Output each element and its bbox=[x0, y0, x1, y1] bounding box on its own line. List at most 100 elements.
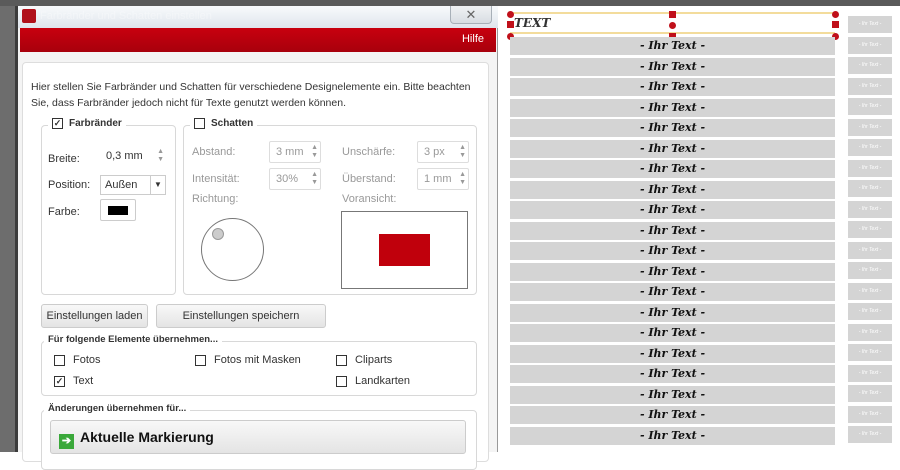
resize-handle[interactable] bbox=[507, 21, 514, 28]
text-row[interactable]: - Ihr Text - bbox=[510, 303, 835, 322]
apply-button-label: Aktuelle Markierung bbox=[80, 429, 214, 445]
shadow-label: Schatten bbox=[211, 118, 254, 129]
mini-text-box[interactable]: - Ihr Text - bbox=[848, 426, 892, 443]
text-row[interactable]: - Ihr Text - bbox=[510, 344, 835, 363]
checkbox-fotos-mit-masken[interactable]: Fotos mit Masken bbox=[195, 354, 301, 366]
blur-input[interactable]: 3 px ▲ ▼ bbox=[417, 141, 469, 163]
position-select[interactable]: Außen ▼ bbox=[100, 175, 166, 195]
resize-handle[interactable] bbox=[832, 21, 839, 28]
text-row[interactable]: - Ihr Text - bbox=[510, 160, 835, 178]
app-icon bbox=[22, 9, 36, 23]
color-label: Farbe: bbox=[48, 206, 80, 218]
direction-dial[interactable] bbox=[201, 218, 264, 281]
mini-text-box[interactable]: - Ihr Text - bbox=[848, 262, 892, 279]
arrow-right-icon: ➔ bbox=[59, 434, 74, 449]
preview-label: Voransicht: bbox=[342, 193, 397, 205]
overhang-label: Überstand: bbox=[342, 173, 396, 185]
resize-handle[interactable] bbox=[669, 11, 676, 18]
resize-handle[interactable] bbox=[507, 11, 514, 18]
text-row[interactable]: - Ihr Text - bbox=[510, 78, 835, 96]
text-row[interactable]: - Ihr Text - bbox=[510, 385, 835, 404]
mini-text-box[interactable]: - Ihr Text - bbox=[848, 303, 892, 320]
mini-text-box[interactable]: - Ihr Text - bbox=[848, 241, 892, 259]
resize-handle[interactable] bbox=[669, 22, 676, 29]
intensity-label: Intensität: bbox=[192, 173, 240, 185]
spin-arrows-icon[interactable]: ▲ ▼ bbox=[157, 148, 164, 163]
text-row[interactable]: - Ihr Text - bbox=[510, 406, 835, 424]
mini-text-box[interactable]: - Ihr Text - bbox=[848, 221, 892, 238]
mini-text-box[interactable]: - Ihr Text - bbox=[848, 282, 892, 300]
checkbox-fotos[interactable]: Fotos bbox=[54, 354, 101, 366]
mini-text-box[interactable]: - Ihr Text - bbox=[848, 385, 892, 402]
intro-text: Hier stellen Sie Farbränder und Schatten… bbox=[31, 81, 471, 109]
position-value: Außen bbox=[105, 179, 138, 191]
resize-handle[interactable] bbox=[832, 11, 839, 18]
intensity-input[interactable]: 30% ▲ ▼ bbox=[269, 168, 321, 190]
header-bar: Hilfe bbox=[20, 28, 496, 52]
text-row[interactable]: - Ihr Text - bbox=[510, 119, 835, 137]
preview-shape bbox=[379, 234, 430, 266]
mini-text-box[interactable]: - Ihr Text - bbox=[848, 98, 892, 115]
apply-to-label: Für folgende Elemente übernehmen... bbox=[44, 334, 222, 345]
text-row[interactable]: - Ihr Text - bbox=[510, 139, 835, 158]
selected-text: TEXT bbox=[514, 16, 551, 30]
mini-text-box[interactable]: - Ihr Text - bbox=[848, 77, 892, 95]
title-bar[interactable]: Farbränder und Schatten einstellen ✕ bbox=[18, 6, 498, 28]
mini-text-box[interactable]: - Ihr Text - bbox=[848, 118, 892, 136]
changes-label: Änderungen übernehmen für... bbox=[44, 403, 191, 414]
chevron-down-icon: ▼ bbox=[150, 176, 165, 194]
mini-text-box[interactable]: - Ihr Text - bbox=[848, 57, 892, 74]
changes-group: Änderungen übernehmen für... ➔ Aktuelle M… bbox=[41, 403, 477, 470]
mini-text-box[interactable]: - Ihr Text - bbox=[848, 323, 892, 341]
window-frame bbox=[0, 6, 18, 452]
distance-input[interactable]: 3 mm ▲ ▼ bbox=[269, 141, 321, 163]
mini-text-box[interactable]: - Ihr Text - bbox=[848, 139, 892, 156]
checkbox-landkarten[interactable]: Landkarten bbox=[336, 375, 410, 387]
resize-handle[interactable] bbox=[832, 33, 839, 40]
checkbox-cliparts[interactable]: Cliparts bbox=[336, 354, 392, 366]
text-row[interactable]: - Ihr Text - bbox=[510, 242, 835, 260]
text-row[interactable]: - Ihr Text - bbox=[510, 221, 835, 240]
width-label: Breite: bbox=[48, 153, 80, 165]
close-button[interactable]: ✕ bbox=[450, 6, 492, 24]
text-row[interactable]: - Ihr Text - bbox=[510, 37, 835, 55]
position-label: Position: bbox=[48, 179, 91, 191]
resize-handle[interactable] bbox=[507, 33, 514, 40]
mini-text-box[interactable]: - Ihr Text - bbox=[848, 405, 892, 423]
text-row[interactable]: - Ihr Text - bbox=[510, 283, 835, 301]
dial-handle[interactable] bbox=[212, 228, 224, 240]
mini-text-box[interactable]: - Ihr Text - bbox=[848, 180, 892, 197]
content-panel: Hier stellen Sie Farbränder und Schatten… bbox=[22, 62, 489, 470]
load-settings-button[interactable]: Einstellungen laden bbox=[41, 304, 148, 328]
shadow-preview bbox=[341, 211, 468, 289]
mini-text-box[interactable]: - Ihr Text - bbox=[848, 16, 892, 33]
overhang-value: 1 mm bbox=[424, 173, 452, 185]
text-row[interactable]: - Ihr Text - bbox=[510, 426, 835, 445]
text-row[interactable]: - Ihr Text - bbox=[510, 98, 835, 117]
document-canvas[interactable]: TEXT - Ihr Text - - Ihr Text - - Ihr Text … bbox=[505, 6, 900, 452]
mini-text-box[interactable]: - Ihr Text - bbox=[848, 364, 892, 382]
overhang-input[interactable]: 1 mm ▲ ▼ bbox=[417, 168, 469, 190]
text-row[interactable]: - Ihr Text - bbox=[510, 180, 835, 199]
borders-checkbox[interactable]: ✓ bbox=[52, 118, 63, 129]
mini-text-box[interactable]: - Ihr Text - bbox=[848, 159, 892, 177]
apply-current-selection-button[interactable]: ➔ Aktuelle Markierung bbox=[50, 420, 466, 454]
resize-handle[interactable] bbox=[669, 33, 676, 40]
text-row[interactable]: - Ihr Text - bbox=[510, 262, 835, 281]
checkbox-text[interactable]: ✓ Text bbox=[54, 375, 94, 387]
text-row[interactable]: - Ihr Text - bbox=[510, 324, 835, 342]
mini-text-box[interactable]: - Ihr Text - bbox=[848, 36, 892, 54]
help-link[interactable]: Hilfe bbox=[461, 33, 484, 45]
color-picker[interactable] bbox=[100, 199, 136, 221]
text-row[interactable]: - Ihr Text - bbox=[510, 201, 835, 219]
shadow-checkbox[interactable] bbox=[194, 118, 205, 129]
width-input[interactable]: 0,3 mm ▲ ▼ bbox=[100, 146, 166, 168]
text-row[interactable]: - Ihr Text - bbox=[510, 57, 835, 76]
blur-label: Unschärfe: bbox=[342, 146, 396, 158]
mini-text-box[interactable]: - Ihr Text - bbox=[848, 344, 892, 361]
borders-label: Farbränder bbox=[69, 118, 122, 129]
save-settings-button[interactable]: Einstellungen speichern bbox=[156, 304, 326, 328]
top-strip bbox=[0, 0, 900, 6]
mini-text-box[interactable]: - Ihr Text - bbox=[848, 200, 892, 218]
text-row[interactable]: - Ihr Text - bbox=[510, 365, 835, 383]
